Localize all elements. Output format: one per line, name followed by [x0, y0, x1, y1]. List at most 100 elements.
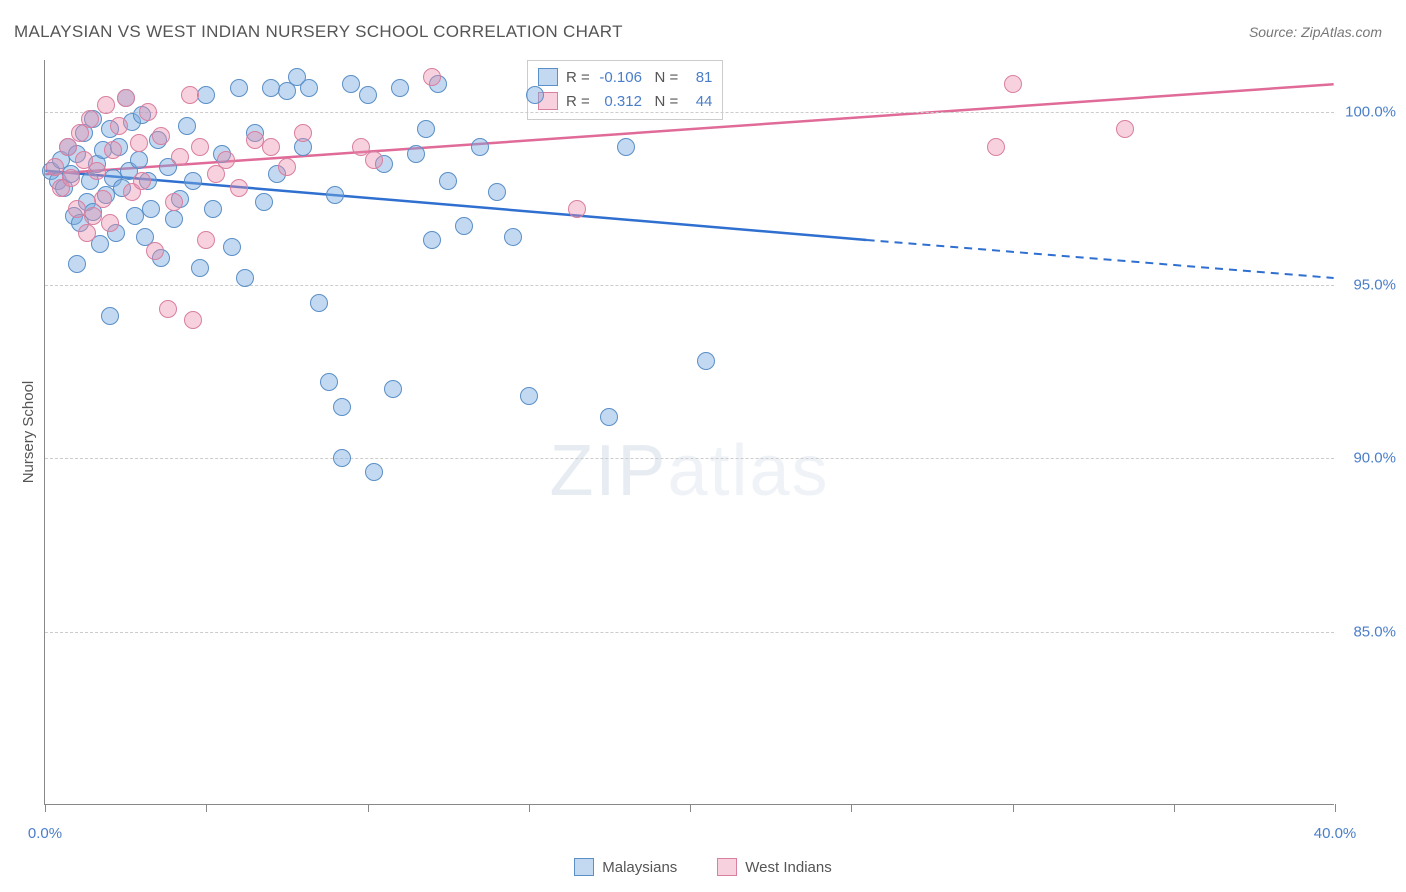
scatter-point	[184, 311, 202, 329]
scatter-point	[359, 86, 377, 104]
x-tick	[1335, 804, 1336, 812]
scatter-point	[159, 300, 177, 318]
scatter-point	[197, 231, 215, 249]
trend-lines	[45, 60, 1334, 804]
scatter-point	[130, 134, 148, 152]
x-tick	[851, 804, 852, 812]
scatter-point	[68, 255, 86, 273]
x-tick-label: 40.0%	[1314, 825, 1357, 842]
y-tick-label: 95.0%	[1353, 277, 1396, 294]
scatter-point	[365, 463, 383, 481]
bottom-legend: Malaysians West Indians	[0, 858, 1406, 876]
legend-item: West Indians	[717, 858, 831, 876]
scatter-point	[117, 89, 135, 107]
scatter-point	[255, 193, 273, 211]
scatter-point	[197, 86, 215, 104]
scatter-point	[62, 169, 80, 187]
x-tick	[1174, 804, 1175, 812]
scatter-point	[262, 138, 280, 156]
scatter-point	[439, 172, 457, 190]
scatter-point	[391, 79, 409, 97]
scatter-point	[94, 190, 112, 208]
trend-line-dashed	[867, 240, 1334, 278]
scatter-point	[59, 138, 77, 156]
y-tick-label: 100.0%	[1345, 103, 1396, 120]
x-tick	[529, 804, 530, 812]
scatter-point	[142, 200, 160, 218]
x-tick	[690, 804, 691, 812]
x-tick	[368, 804, 369, 812]
legend-swatch	[574, 858, 594, 876]
y-tick-label: 85.0%	[1353, 623, 1396, 640]
scatter-point	[78, 224, 96, 242]
scatter-point	[97, 96, 115, 114]
scatter-point	[165, 193, 183, 211]
stats-row: R = 0.312 N = 44	[538, 89, 712, 113]
gridline	[45, 632, 1334, 633]
scatter-point	[46, 158, 64, 176]
stats-row: R = -0.106 N = 81	[538, 65, 712, 89]
legend-item: Malaysians	[574, 858, 677, 876]
scatter-point	[600, 408, 618, 426]
stats-text: R = -0.106 N = 81	[566, 69, 712, 86]
gridline	[45, 458, 1334, 459]
scatter-point	[236, 269, 254, 287]
scatter-point	[101, 214, 119, 232]
scatter-point	[294, 124, 312, 142]
scatter-point	[417, 120, 435, 138]
scatter-point	[139, 103, 157, 121]
scatter-point	[617, 138, 635, 156]
legend-swatch	[717, 858, 737, 876]
scatter-point	[178, 117, 196, 135]
scatter-point	[300, 79, 318, 97]
scatter-point	[504, 228, 522, 246]
legend-label: West Indians	[745, 859, 831, 876]
scatter-point	[262, 79, 280, 97]
scatter-point	[384, 380, 402, 398]
scatter-point	[333, 449, 351, 467]
scatter-point	[568, 200, 586, 218]
chart-title: MALAYSIAN VS WEST INDIAN NURSERY SCHOOL …	[14, 22, 623, 42]
scatter-point	[697, 352, 715, 370]
scatter-point	[133, 172, 151, 190]
plot-area: ZIPatlas R = -0.106 N = 81R = 0.312 N = …	[44, 60, 1334, 805]
source-label: Source: ZipAtlas.com	[1249, 24, 1382, 40]
scatter-point	[171, 148, 189, 166]
scatter-point	[230, 179, 248, 197]
scatter-point	[526, 86, 544, 104]
scatter-point	[342, 75, 360, 93]
scatter-point	[423, 68, 441, 86]
scatter-point	[987, 138, 1005, 156]
scatter-point	[104, 141, 122, 159]
y-tick-label: 90.0%	[1353, 450, 1396, 467]
scatter-point	[181, 86, 199, 104]
legend-label: Malaysians	[602, 859, 677, 876]
scatter-point	[191, 138, 209, 156]
scatter-point	[520, 387, 538, 405]
scatter-point	[146, 242, 164, 260]
scatter-point	[488, 183, 506, 201]
scatter-point	[184, 172, 202, 190]
scatter-point	[165, 210, 183, 228]
x-tick	[206, 804, 207, 812]
scatter-point	[333, 398, 351, 416]
scatter-point	[130, 151, 148, 169]
scatter-point	[310, 294, 328, 312]
scatter-point	[191, 259, 209, 277]
watermark-thin: atlas	[667, 431, 829, 511]
scatter-point	[81, 110, 99, 128]
scatter-point	[278, 158, 296, 176]
scatter-point	[88, 162, 106, 180]
scatter-point	[1004, 75, 1022, 93]
y-axis-label: Nursery School	[20, 381, 37, 484]
scatter-point	[110, 117, 128, 135]
scatter-point	[223, 238, 241, 256]
scatter-point	[204, 200, 222, 218]
scatter-point	[320, 373, 338, 391]
scatter-point	[1116, 120, 1134, 138]
x-tick	[45, 804, 46, 812]
scatter-point	[230, 79, 248, 97]
scatter-point	[423, 231, 441, 249]
legend-swatch	[538, 68, 558, 86]
stats-text: R = 0.312 N = 44	[566, 93, 712, 110]
